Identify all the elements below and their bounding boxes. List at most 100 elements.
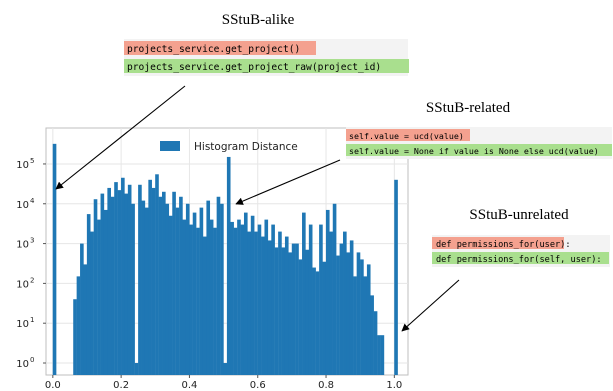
histogram-bar (158, 196, 163, 375)
histogram-bar (336, 255, 340, 375)
histogram-bar (226, 156, 231, 375)
histogram-bar (363, 276, 368, 375)
x-tick-label: 0.6 (250, 380, 266, 391)
histogram-bar (165, 203, 170, 375)
histogram-bar (343, 231, 347, 375)
histogram-bar (302, 212, 306, 375)
histogram-bar (281, 247, 286, 375)
histogram-bar (189, 224, 193, 375)
x-tick-label: 0.2 (113, 380, 129, 391)
y-tick-exponent: 5 (30, 157, 34, 165)
removed-line-highlight (432, 237, 564, 249)
histogram-bar (172, 191, 176, 375)
histogram-bar (162, 191, 166, 375)
histogram-bar (373, 311, 378, 375)
annotation-sstub-alike: SStuB-alike projects_service.get_project… (55, 12, 409, 190)
y-tick-label: 10 (16, 160, 29, 171)
removed-line-code: projects_service.get_project() (127, 44, 300, 55)
histogram-bar (151, 187, 156, 375)
annotation-title: SStuB-alike (222, 12, 295, 28)
annotation-sstub-unrelated: SStuB-unrelated def permissions_for(user… (401, 207, 610, 332)
histogram-bar (237, 219, 241, 375)
histogram-bar (366, 264, 371, 375)
histogram-bar (394, 179, 398, 375)
histogram-bar (90, 231, 94, 375)
removed-line-code: self.value = ucd(value) (349, 131, 464, 141)
histogram-bar (93, 199, 98, 375)
histogram-bar (322, 261, 327, 375)
y-tick-exponent: 0 (30, 356, 34, 364)
histogram-bar (168, 215, 173, 375)
removed-line-highlight (346, 129, 470, 141)
histogram-bar (124, 193, 129, 375)
removed-line-highlight (124, 41, 316, 55)
annotation-sstub-related: SStuB-related self.value = ucd(value) se… (235, 100, 612, 205)
added-line-highlight (346, 144, 612, 156)
histogram-bar (175, 207, 180, 375)
histogram-bar (325, 209, 330, 375)
histogram-bar (254, 231, 258, 375)
histogram-bar (339, 243, 344, 375)
histogram-bar (179, 196, 183, 375)
histogram-bar (86, 214, 91, 375)
histogram-bar (83, 264, 88, 375)
legend: Histogram Distance (160, 141, 298, 153)
legend-swatch (160, 141, 180, 151)
legend-label: Histogram Distance (194, 141, 298, 153)
histogram-bar (216, 196, 221, 375)
histogram-bar (308, 224, 313, 375)
histogram-bar (261, 236, 265, 375)
histogram-bar (319, 224, 323, 375)
annotation-title: SStuB-unrelated (469, 207, 569, 223)
histogram-bar (202, 236, 207, 375)
histogram-bar (315, 271, 320, 375)
histogram-bar (312, 267, 316, 375)
histogram-bar (138, 184, 142, 375)
y-tick-exponent: 3 (30, 237, 34, 245)
histogram-bar (264, 219, 269, 375)
added-line-code: def permissions_for(self, user): (436, 255, 602, 265)
y-tick-label: 10 (16, 319, 29, 330)
y-tick-exponent: 2 (30, 276, 34, 284)
added-line-highlight (124, 59, 409, 73)
y-tick-label: 10 (16, 279, 29, 290)
histogram-bar (230, 221, 234, 375)
x-tick-label: 0.8 (318, 380, 334, 391)
histogram-bar (144, 207, 149, 375)
histogram-bar (243, 212, 248, 375)
y-tick-label: 10 (16, 359, 29, 370)
histogram-bar (257, 224, 262, 375)
histogram-bar (192, 212, 197, 375)
histogram-bar (131, 203, 135, 375)
histogram-bar (223, 363, 228, 375)
histogram-bar (103, 209, 108, 375)
histogram-bar (233, 227, 238, 375)
histogram-bar (349, 240, 354, 375)
histogram-bar (247, 231, 252, 375)
histogram-bar (353, 276, 357, 375)
histogram-bar (185, 203, 190, 375)
histogram-bar (117, 190, 122, 375)
removed-line-code: def permissions_for(user): (436, 240, 571, 250)
histogram-bar (346, 252, 351, 375)
histogram-bar (107, 187, 111, 375)
annotation-arrow (235, 159, 341, 205)
histogram-bar (267, 240, 272, 375)
histogram-bar (329, 231, 333, 375)
histogram-bar (370, 295, 374, 375)
histogram-bar (295, 243, 299, 375)
histogram-bar (100, 193, 105, 375)
histogram-bar (209, 219, 214, 375)
added-line-code: self.value = None if value is None else … (349, 146, 599, 156)
histogram-bar (298, 259, 303, 375)
histogram-bar (305, 249, 310, 375)
histogram-bar (121, 177, 125, 375)
x-axis-ticks: 0.0 0.2 0.4 0.6 0.8 1.0 (45, 375, 402, 391)
histogram-bar (134, 363, 139, 375)
x-tick-label: 1.0 (386, 380, 402, 391)
histogram-bar (141, 200, 146, 375)
histogram-bar (182, 219, 187, 375)
histogram-bar (127, 184, 132, 375)
histogram-bar (76, 276, 81, 375)
